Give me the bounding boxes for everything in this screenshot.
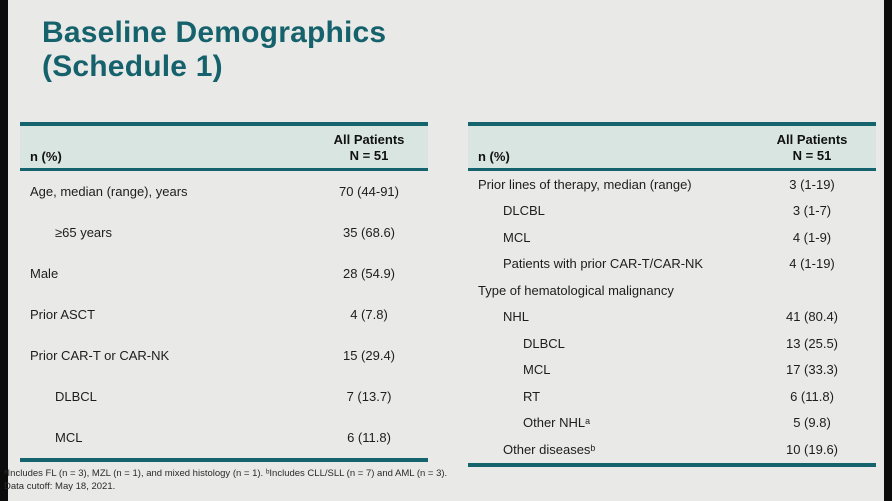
row-value: 41 (80.4) (785, 309, 839, 325)
row-value: 6 (11.8) (347, 430, 391, 445)
row-value: 35 (68.6) (342, 225, 396, 240)
row-value: 13 (25.5) (785, 335, 839, 351)
row-label: Male (30, 266, 59, 281)
row-label: DLBCL (55, 389, 97, 404)
footnote-abbreviations: ᵃIncludes FL (n = 3), MZL (n = 1), and m… (4, 468, 448, 479)
column-header-n-pct: n (%) (30, 149, 62, 164)
row-label: Prior ASCT (30, 307, 96, 322)
table-row: RT 6 (11.8) (468, 383, 876, 410)
n-total-label: N = 51 (349, 148, 389, 164)
row-label: DLBCL (523, 335, 565, 351)
table-row: ≥65 years 35 (68.6) (20, 212, 428, 253)
row-label: ≥65 years (55, 225, 112, 240)
table-body: Prior lines of therapy, median (range) 3 … (468, 171, 876, 467)
column-header-all-patients: All Patients N = 51 (310, 132, 428, 168)
row-label: Other NHLᵃ (523, 415, 590, 431)
table-row: MCL 4 (1-9) (468, 224, 876, 251)
row-value: 4 (1-19) (789, 256, 835, 272)
demographics-table-left: n (%) All Patients N = 51 Age, median (r… (20, 122, 428, 462)
table-row: Other diseasesᵇ 10 (19.6) (468, 436, 876, 463)
page-title: Baseline Demographics (Schedule 1) (42, 16, 386, 84)
footnote-data-cutoff: Data cutoff: May 18, 2021. (4, 481, 116, 493)
row-label: DLCBL (503, 203, 545, 219)
table-row: Age, median (range), years 70 (44-91) (20, 171, 428, 212)
row-value: 17 (33.3) (785, 362, 839, 378)
row-label: MCL (523, 362, 551, 378)
row-value: 28 (54.9) (342, 266, 396, 281)
row-label: Patients with prior CAR-T/CAR-NK (503, 256, 704, 272)
n-total-label: N = 51 (792, 148, 832, 164)
table-row: Type of hematological malignancy (468, 277, 876, 304)
row-value: 5 (9.8) (793, 415, 831, 431)
row-value: 15 (29.4) (342, 348, 396, 363)
row-label: Prior CAR-T or CAR-NK (30, 348, 170, 363)
table-row: MCL 17 (33.3) (468, 357, 876, 384)
row-label: MCL (503, 229, 531, 245)
row-label: MCL (55, 430, 83, 445)
table-row: DLBCL 13 (25.5) (468, 330, 876, 357)
table-row: Prior CAR-T or CAR-NK 15 (29.4) (20, 335, 428, 376)
row-label: Other diseasesᵇ (503, 441, 596, 457)
row-value: 4 (7.8) (350, 307, 388, 322)
table-row: DLCBL 3 (1-7) (468, 198, 876, 225)
table-row: MCL 6 (11.8) (20, 417, 428, 458)
row-value: 6 (11.8) (790, 388, 834, 404)
footnotes: ᵃIncludes FL (n = 3), MZL (n = 1), and m… (4, 467, 447, 494)
row-value: 3 (1-19) (789, 176, 835, 192)
row-value: 70 (44-91) (339, 184, 399, 199)
column-header-n-pct: n (%) (478, 149, 510, 164)
row-label: Type of hematological malignancy (478, 282, 674, 298)
slide-background: Baseline Demographics (Schedule 1) n (%)… (4, 0, 884, 501)
table-row: Other NHLᵃ 5 (9.8) (468, 410, 876, 437)
page-title-line1: Baseline Demographics (42, 16, 387, 49)
row-value: 7 (13.7) (346, 389, 392, 404)
all-patients-label: All Patients (333, 131, 405, 147)
table-body: Age, median (range), years 70 (44-91) ≥65 … (20, 171, 428, 462)
table-row: Prior ASCT 4 (7.8) (20, 294, 428, 335)
table-header: n (%) All Patients N = 51 (468, 122, 876, 171)
row-label: Prior lines of therapy, median (range) (478, 176, 692, 192)
row-label: RT (523, 388, 541, 404)
row-value: 4 (1-9) (792, 229, 832, 245)
column-header-all-patients: All Patients N = 51 (748, 132, 876, 168)
table-row: Prior lines of therapy, median (range) 3 … (468, 171, 876, 198)
page-title-line2: (Schedule 1) (42, 50, 223, 84)
row-label: NHL (503, 309, 530, 325)
table-row: Male 28 (54.9) (20, 253, 428, 294)
demographics-table-right: n (%) All Patients N = 51 Prior lines of… (468, 122, 876, 467)
table-header: n (%) All Patients N = 51 (20, 122, 428, 171)
table-row: NHL 41 (80.4) (468, 304, 876, 331)
table-row: Patients with prior CAR-T/CAR-NK 4 (1-19) (468, 251, 876, 278)
all-patients-label: All Patients (776, 131, 848, 147)
row-label: Age, median (range), years (30, 184, 188, 199)
row-value: 3 (1-7) (792, 203, 832, 219)
row-value: 10 (19.6) (785, 441, 839, 457)
table-row: DLBCL 7 (13.7) (20, 376, 428, 417)
